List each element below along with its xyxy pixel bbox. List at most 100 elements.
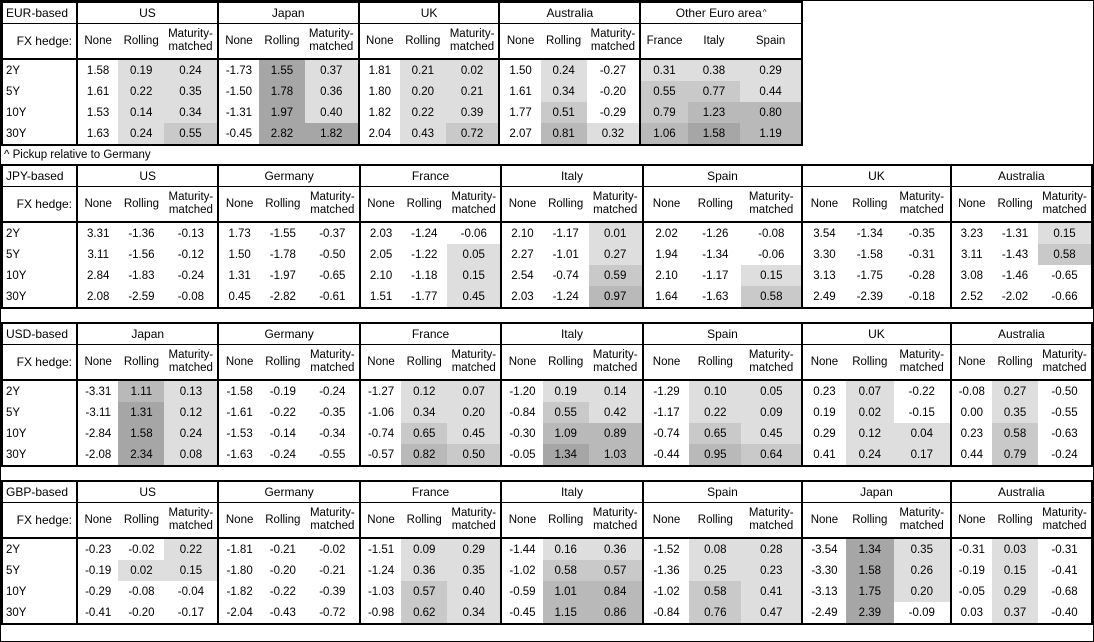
group-values: -1.24 0.36 0.35 bbox=[358, 560, 501, 581]
col-header: Maturity-matched bbox=[451, 191, 497, 216]
group-values: 2.27 -1.01 0.27 bbox=[500, 244, 642, 265]
col-header: None bbox=[225, 34, 253, 47]
value-cell: -0.29 bbox=[599, 106, 627, 119]
value-cell: -0.24 bbox=[319, 385, 346, 398]
group-values: -2.04 -0.43 -0.72 bbox=[217, 602, 358, 623]
value-cell: -0.35 bbox=[319, 406, 346, 419]
value-cell: 0.12 bbox=[401, 381, 448, 402]
col-header: None bbox=[225, 355, 254, 368]
value-cell: 0.37 bbox=[304, 60, 358, 81]
group-values: 0.79 1.23 0.80 bbox=[639, 102, 801, 123]
value-cell: 0.13 bbox=[164, 381, 218, 402]
value-cell: -1.51 bbox=[367, 543, 395, 556]
group-values: 0.23 0.58 -0.63 bbox=[949, 423, 1091, 444]
value-cell: 0.19 bbox=[542, 381, 589, 402]
value-cell: 0.58 bbox=[689, 581, 742, 602]
value-cell: -0.22 bbox=[269, 406, 296, 419]
value-cell: -1.43 bbox=[1001, 248, 1029, 261]
col-header: Maturity-matched bbox=[899, 507, 945, 532]
table-row: 30Y -0.41 -0.20 -0.17 -2.04 -0.43 -0.72 -0.98 0.… bbox=[3, 602, 1091, 623]
group-columns: None Rolling Maturity-matched bbox=[357, 24, 499, 58]
value-cell: 1.01 bbox=[542, 581, 589, 602]
group-header: Australia bbox=[498, 3, 639, 23]
region-header-row: GBP-based US Germany France Italy Spain Japan A… bbox=[3, 482, 1091, 503]
col-header: Rolling bbox=[123, 197, 159, 210]
group-header: Spain bbox=[641, 324, 802, 344]
value-cell: 0.45 bbox=[741, 423, 802, 444]
col-header: France bbox=[646, 34, 683, 47]
col-header: Maturity-matched bbox=[748, 507, 794, 532]
value-cell: 0.97 bbox=[588, 286, 642, 307]
group-values: 0.41 0.24 0.17 bbox=[801, 444, 950, 465]
value-cell: -0.41 bbox=[85, 606, 112, 619]
table-row: 2Y 3.31 -1.36 -0.13 1.73 -1.55 -0.37 2.03 -1.24 -… bbox=[3, 223, 1091, 244]
col-header: Maturity-matched bbox=[449, 28, 495, 53]
value-cell: 0.23 bbox=[741, 560, 802, 581]
value-cell: 0.58 bbox=[741, 286, 802, 307]
value-cell: -1.02 bbox=[509, 564, 536, 577]
value-cell: -1.44 bbox=[509, 543, 536, 556]
col-header: None bbox=[958, 513, 986, 526]
value-cell: -0.72 bbox=[319, 606, 346, 619]
group-header: UK bbox=[801, 324, 949, 344]
table-row: 2Y -0.23 -0.02 0.22 -1.81 -0.21 -0.02 -1.51 0.09… bbox=[3, 539, 1091, 560]
value-cell: 0.35 bbox=[164, 81, 217, 102]
group-values: 1.73 -1.55 -0.37 bbox=[217, 223, 358, 244]
fx-hedge-label: FX hedge: bbox=[16, 34, 72, 48]
group-values: 2.03 -1.24 -0.06 bbox=[358, 223, 500, 244]
value-cell: 3.30 bbox=[813, 248, 836, 261]
group-values: 1.64 -1.63 0.58 bbox=[641, 286, 802, 307]
value-cell: 2.07 bbox=[509, 127, 532, 140]
value-cell: -0.21 bbox=[319, 564, 346, 577]
value-cell: 0.79 bbox=[992, 444, 1039, 465]
value-cell: 0.36 bbox=[304, 81, 358, 102]
group-header: US bbox=[76, 482, 217, 502]
value-cell: -0.24 bbox=[177, 269, 205, 282]
value-cell: -1.26 bbox=[702, 227, 729, 240]
value-cell: 0.41 bbox=[813, 448, 836, 461]
group-values: 0.44 0.79 -0.24 bbox=[949, 444, 1091, 465]
value-cell: -0.17 bbox=[177, 606, 205, 619]
table-row: 2Y 1.58 0.19 0.24 -1.73 1.55 0.37 1.81 0.21 0.02 1… bbox=[3, 60, 801, 81]
value-cell: 0.22 bbox=[399, 102, 446, 123]
col-header: Maturity-matched bbox=[309, 191, 355, 216]
group-values: -0.74 0.65 0.45 bbox=[641, 423, 802, 444]
col-header: None bbox=[367, 355, 395, 368]
group-values: -0.31 0.03 -0.31 bbox=[949, 539, 1091, 560]
group-columns: None Rolling Maturity-matched bbox=[641, 503, 802, 537]
group-values: 1.06 1.58 1.19 bbox=[639, 123, 801, 144]
value-cell: 0.20 bbox=[893, 581, 950, 602]
value-cell: 0.00 bbox=[960, 406, 984, 419]
value-cell: 0.22 bbox=[689, 402, 742, 423]
group-values: 3.30 -1.58 -0.31 bbox=[801, 244, 949, 265]
group-values: 1.31 -1.97 -0.65 bbox=[217, 265, 358, 286]
group-values: 1.53 0.14 0.34 bbox=[76, 102, 217, 123]
group-columns: None Rolling Maturity-matched bbox=[500, 503, 641, 537]
col-header: Rolling bbox=[997, 355, 1033, 368]
group-values: 2.52 -2.02 -0.66 bbox=[949, 286, 1091, 307]
value-cell: -0.41 bbox=[1051, 564, 1078, 577]
group-header: Japan bbox=[216, 3, 358, 23]
group-columns: None Rolling Maturity-matched bbox=[500, 187, 641, 221]
col-header: Rolling bbox=[406, 355, 442, 368]
table-row: 5Y -3.11 1.31 0.12 -1.61 -0.22 -0.35 -1.06 0.34 0… bbox=[3, 402, 1091, 423]
row-label: 30Y bbox=[6, 448, 27, 461]
value-cell: 0.35 bbox=[992, 402, 1039, 423]
value-cell: 0.28 bbox=[741, 539, 802, 560]
value-cell: 1.61 bbox=[86, 85, 110, 98]
value-cell: -1.29 bbox=[653, 385, 680, 398]
value-cell: 0.89 bbox=[588, 423, 642, 444]
value-cell: 0.27 bbox=[588, 244, 642, 265]
value-cell: 0.55 bbox=[542, 402, 589, 423]
value-cell: -3.11 bbox=[85, 406, 111, 419]
row-label: 30Y bbox=[6, 290, 27, 303]
group-header: Japan bbox=[801, 482, 949, 502]
value-cell: -0.57 bbox=[367, 448, 395, 461]
table-row: 30Y -2.08 2.34 0.08 -1.63 -0.24 -0.55 -0.57 0.82… bbox=[3, 444, 1091, 465]
col-header: None bbox=[84, 197, 112, 210]
table-row: 30Y 1.63 0.24 0.55 -0.45 2.82 1.82 2.04 0.43 0.72… bbox=[3, 123, 801, 144]
column-header-row: FX hedge: None Rolling Maturity-matched None… bbox=[3, 187, 1091, 223]
group-header: UK bbox=[801, 166, 949, 186]
value-cell: 1.81 bbox=[368, 64, 391, 77]
group-values: 1.81 0.21 0.02 bbox=[357, 60, 499, 81]
